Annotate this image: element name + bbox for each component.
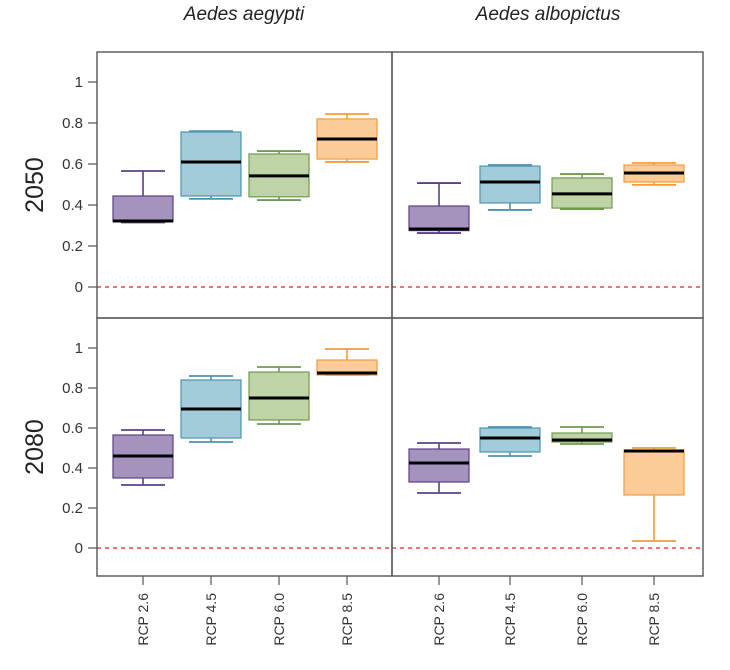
box-rcp-6-0 [551, 426, 613, 445]
iqr-box [408, 205, 470, 232]
x-tick-label: RCP 4.5 [502, 593, 518, 646]
iqr-box [479, 427, 541, 453]
box-rcp-4-5 [479, 164, 541, 211]
x-tick-label: RCP 6.0 [574, 593, 590, 646]
y-tick-label: 0.2 [62, 238, 83, 255]
x-axes: RCP 2.6 RCP 4.5 RCP 6.0 RCP 8.5 RCP 2.6 RCP 4… [135, 576, 662, 646]
x-tick-label: RCP 2.6 [431, 593, 447, 646]
x-tick-label: RCP 6.0 [271, 593, 287, 646]
y-tick-label: 0.4 [62, 460, 83, 477]
y-tick-label: 0.6 [62, 420, 83, 437]
panel-2050-aedes-aegypti [97, 113, 392, 288]
panel-2080-aedes-aegypti [97, 348, 392, 549]
row-title-2080: 2080 [21, 419, 49, 475]
box-rcp-6-0 [551, 173, 613, 211]
y-axes: 0 0.2 0.4 0.6 0.8 1 0 0.2 0.4 0.6 0.8 1 [62, 74, 97, 557]
x-tick-label: RCP 8.5 [339, 593, 355, 646]
column-title-albopictus: Aedes albopictus [475, 4, 621, 25]
column-title-aegypti: Aedes aegypti [183, 4, 305, 25]
column-titles: Aedes aegypti Aedes albopictus [183, 4, 621, 25]
iqr-box [479, 165, 541, 204]
iqr-box [408, 448, 470, 483]
x-tick-label: RCP 2.6 [135, 593, 151, 646]
box-rcp-6-0 [248, 366, 310, 425]
box-rcp-4-5 [180, 130, 242, 200]
y-tick-label: 1 [75, 74, 83, 91]
box-rcp-4-5 [479, 426, 541, 457]
iqr-box [112, 195, 174, 222]
box-rcp-8-5 [316, 113, 378, 163]
panel-2050-aedes-albopictus [392, 162, 703, 288]
box-rcp-8-5 [623, 447, 685, 542]
x-tick-label: RCP 4.5 [203, 593, 219, 646]
y-tick-label: 0.8 [62, 115, 83, 132]
panel-frame [391, 317, 704, 577]
y-tick-label: 1 [75, 340, 83, 357]
x-tick-label: RCP 8.5 [646, 593, 662, 646]
y-tick-label: 0.8 [62, 380, 83, 397]
box-rcp-8-5 [316, 348, 378, 376]
iqr-box [316, 359, 378, 376]
y-tick-label: 0 [75, 279, 83, 296]
box-rcp-2-6 [408, 442, 470, 494]
row-title-2050: 2050 [21, 157, 49, 213]
panels [97, 113, 703, 549]
panel-frames [96, 51, 704, 577]
box-rcp-6-0 [248, 150, 310, 201]
y-tick-label: 0.2 [62, 500, 83, 517]
box-rcp-4-5 [180, 375, 242, 443]
iqr-box [623, 449, 685, 496]
box-rcp-8-5 [623, 162, 685, 186]
box-rcp-2-6 [112, 429, 174, 486]
panel-2080-aedes-albopictus [392, 426, 703, 549]
iqr-box [180, 131, 242, 197]
panel-frame [96, 51, 393, 319]
iqr-box [248, 371, 310, 421]
box-rcp-2-6 [408, 182, 470, 234]
y-tick-label: 0.6 [62, 156, 83, 173]
y-tick-label: 0.4 [62, 197, 83, 214]
row-titles: 2050 2080 [21, 157, 49, 475]
y-tick-label: 0 [75, 540, 83, 557]
box-rcp-2-6 [112, 170, 174, 224]
iqr-box [551, 432, 613, 443]
